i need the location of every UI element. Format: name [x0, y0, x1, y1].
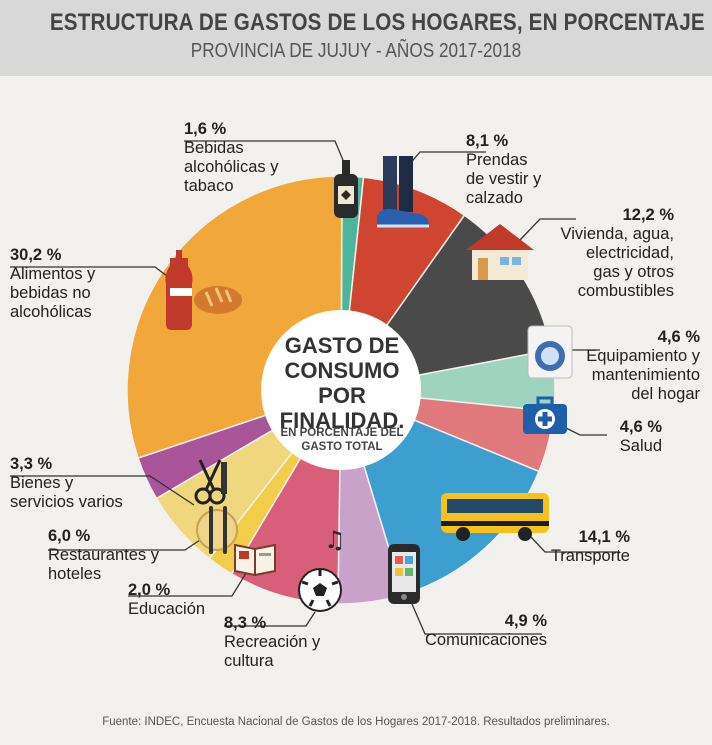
chart-subtitle: PROVINCIA DE JUJUY - AÑOS 2017-2018	[190, 40, 522, 62]
label-equipamiento: 4,6 % Equipamiento y mantenimiento del h…	[586, 328, 700, 404]
name-alimentos: Alimentos y bebidas no alcohólicas	[10, 265, 96, 321]
pct-bienes-servicios: 3,3 %	[10, 455, 53, 473]
leader-line-11	[10, 475, 195, 506]
pct-recreacion: 8,3 %	[224, 614, 267, 632]
pct-equipamiento: 4,6 %	[657, 328, 700, 346]
label-transporte: 14,1 % Transporte	[551, 528, 630, 566]
leader-line-9	[128, 569, 249, 597]
leader-line-6	[529, 535, 620, 553]
soccer-ball-icon	[298, 568, 342, 612]
bus-icon	[441, 493, 549, 541]
washing-machine-icon	[527, 325, 573, 379]
clothes-shoe-icon	[377, 156, 429, 228]
name-salud: Salud	[619, 437, 662, 455]
chart-title: ESTRUCTURA DE GASTOS DE LOS HOGARES, EN …	[49, 9, 705, 36]
music-notes-icon: ♫	[324, 526, 346, 554]
house-icon	[466, 224, 534, 280]
name-bienes-servicios: Bienes y servicios varios	[10, 474, 123, 511]
leader-line-7	[411, 603, 542, 635]
label-bienes-servicios: 3,3 % Bienes y servicios varios	[10, 455, 123, 512]
plate-cutlery-icon	[196, 506, 238, 554]
center-title: GASTO DE CONSUMO POR FINALIDAD.	[279, 333, 405, 433]
center-subtitle: EN PORCENTAJE DEL GASTO TOTAL	[280, 427, 404, 453]
leader-line-1	[184, 140, 344, 161]
name-educacion: Educación	[128, 600, 206, 618]
pct-salud: 4,6 %	[619, 418, 662, 436]
label-recreacion: 8,3 % Recreación y cultura	[224, 614, 320, 671]
leader-line-8	[224, 611, 316, 627]
leader-line-10	[48, 539, 201, 551]
book-icon	[234, 543, 276, 577]
pct-transporte: 14,1 %	[578, 528, 630, 546]
name-comunicaciones: Comunicaciones	[425, 631, 547, 649]
mobile-phone-icon	[388, 544, 420, 604]
soda-bread-icon	[165, 250, 242, 330]
name-recreacion: Recreación y cultura	[224, 633, 321, 670]
label-restaurantes: 6,0 % Restaurantes y hoteles	[48, 527, 159, 584]
label-salud: 4,6 % Salud	[620, 418, 662, 456]
pct-comunicaciones: 4,9 %	[504, 612, 547, 630]
name-vivienda: Vivienda, agua, electricidad, gas y otro…	[560, 225, 674, 300]
name-restaurantes: Restaurantes y hoteles	[48, 546, 159, 583]
first-aid-kit-icon	[523, 396, 567, 434]
name-equipamiento: Equipamiento y mantenimiento del hogar	[586, 347, 700, 403]
pct-prendas: 8,1 %	[466, 132, 509, 150]
label-prendas: 8,1 % Prendas de vestir y calzado	[466, 132, 541, 208]
scissors-comb-icon	[194, 459, 227, 505]
leader-line-5	[559, 424, 607, 436]
label-comunicaciones: 4,9 % Comunicaciones	[425, 612, 547, 650]
label-educacion: 2,0 % Educación	[128, 581, 205, 619]
source-note: Fuente: INDEC, Encuesta Nacional de Gast…	[102, 716, 610, 728]
pct-alimentos: 30,2 %	[10, 246, 62, 264]
label-vivienda: 12,2 % Vivienda, agua, electricidad, gas…	[561, 206, 674, 301]
pct-bebidas-alcoholicas: 1,6 %	[184, 120, 227, 138]
donut-center	[261, 310, 421, 470]
name-bebidas-alcoholicas: Bebidas alcohólicas y tabaco	[184, 139, 279, 195]
label-alimentos: 30,2 % Alimentos y bebidas no alcohólica…	[10, 246, 95, 322]
pct-restaurantes: 6,0 %	[48, 527, 91, 545]
pct-vivienda: 12,2 %	[622, 206, 674, 224]
name-transporte: Transporte	[550, 547, 630, 565]
name-prendas: Prendas de vestir y calzado	[466, 151, 542, 207]
leader-line-3	[519, 218, 576, 241]
label-bebidas-alcoholicas: 1,6 % Bebidas alcohólicas y tabaco	[184, 120, 278, 196]
svg-text:♫: ♫	[324, 526, 346, 554]
header-bar: ESTRUCTURA DE GASTOS DE LOS HOGARES, EN …	[0, 0, 712, 76]
pct-educacion: 2,0 %	[128, 581, 171, 599]
wine-bottle-icon	[334, 160, 358, 218]
